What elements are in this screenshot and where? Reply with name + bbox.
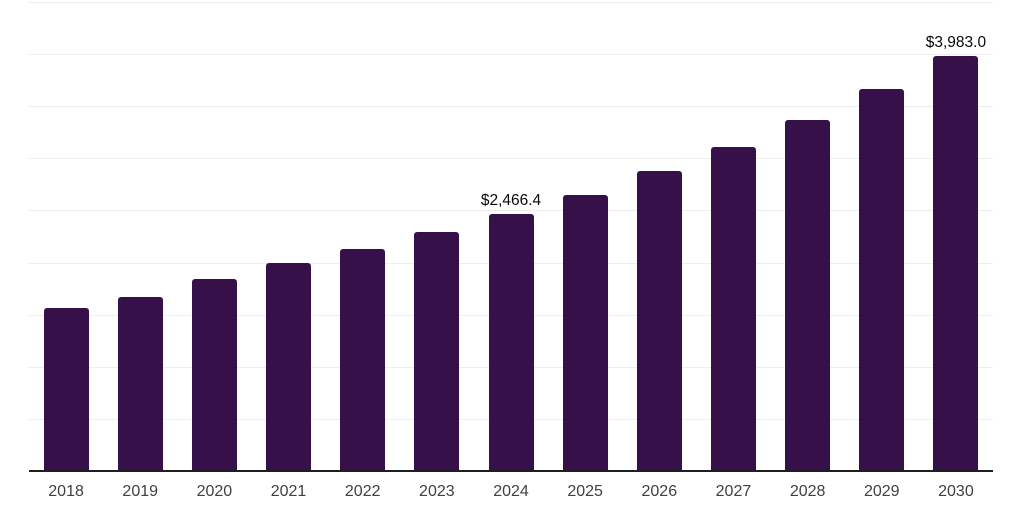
gridline-3000 (29, 158, 993, 159)
gridline-2500 (29, 210, 993, 211)
data-label-2030: $3,983.0 (925, 33, 987, 51)
bar-2019 (117, 297, 163, 471)
bar-2022 (340, 249, 386, 471)
gridline-4500 (29, 2, 993, 3)
x-tick-label-2022: 2022 (344, 483, 381, 500)
x-tick-label-2025: 2025 (567, 483, 603, 500)
x-tick-label-2021: 2021 (270, 483, 307, 500)
x-tick-label-2024: 2024 (493, 483, 529, 500)
x-tick-label-2019: 2019 (122, 483, 159, 500)
x-tick-label-2020: 2020 (196, 483, 233, 500)
bar-2030 (933, 55, 979, 471)
bar-2018 (43, 308, 89, 471)
data-label-2024: $2,466.4 (480, 191, 542, 209)
bar-2025 (562, 194, 608, 471)
x-tick-label-2029: 2029 (863, 483, 900, 500)
gridline-4000 (29, 54, 993, 55)
bar-2021 (266, 262, 312, 471)
x-tick-label-2023: 2023 (419, 483, 455, 500)
bar-2027 (710, 146, 756, 471)
bar-2026 (636, 170, 682, 471)
x-axis-line (29, 470, 993, 472)
x-tick-label-2027: 2027 (715, 483, 752, 500)
x-tick-label-2018: 2018 (48, 483, 84, 500)
gridline-3500 (29, 106, 993, 107)
bar-2028 (785, 119, 831, 471)
bar-2029 (859, 89, 905, 471)
bar-2020 (191, 279, 237, 471)
bar-2023 (414, 232, 460, 471)
x-tick-label-2028: 2028 (789, 483, 826, 500)
x-tick-label-2026: 2026 (641, 483, 678, 500)
bar-2024 (488, 213, 534, 471)
x-tick-label-2030: 2030 (938, 483, 974, 500)
